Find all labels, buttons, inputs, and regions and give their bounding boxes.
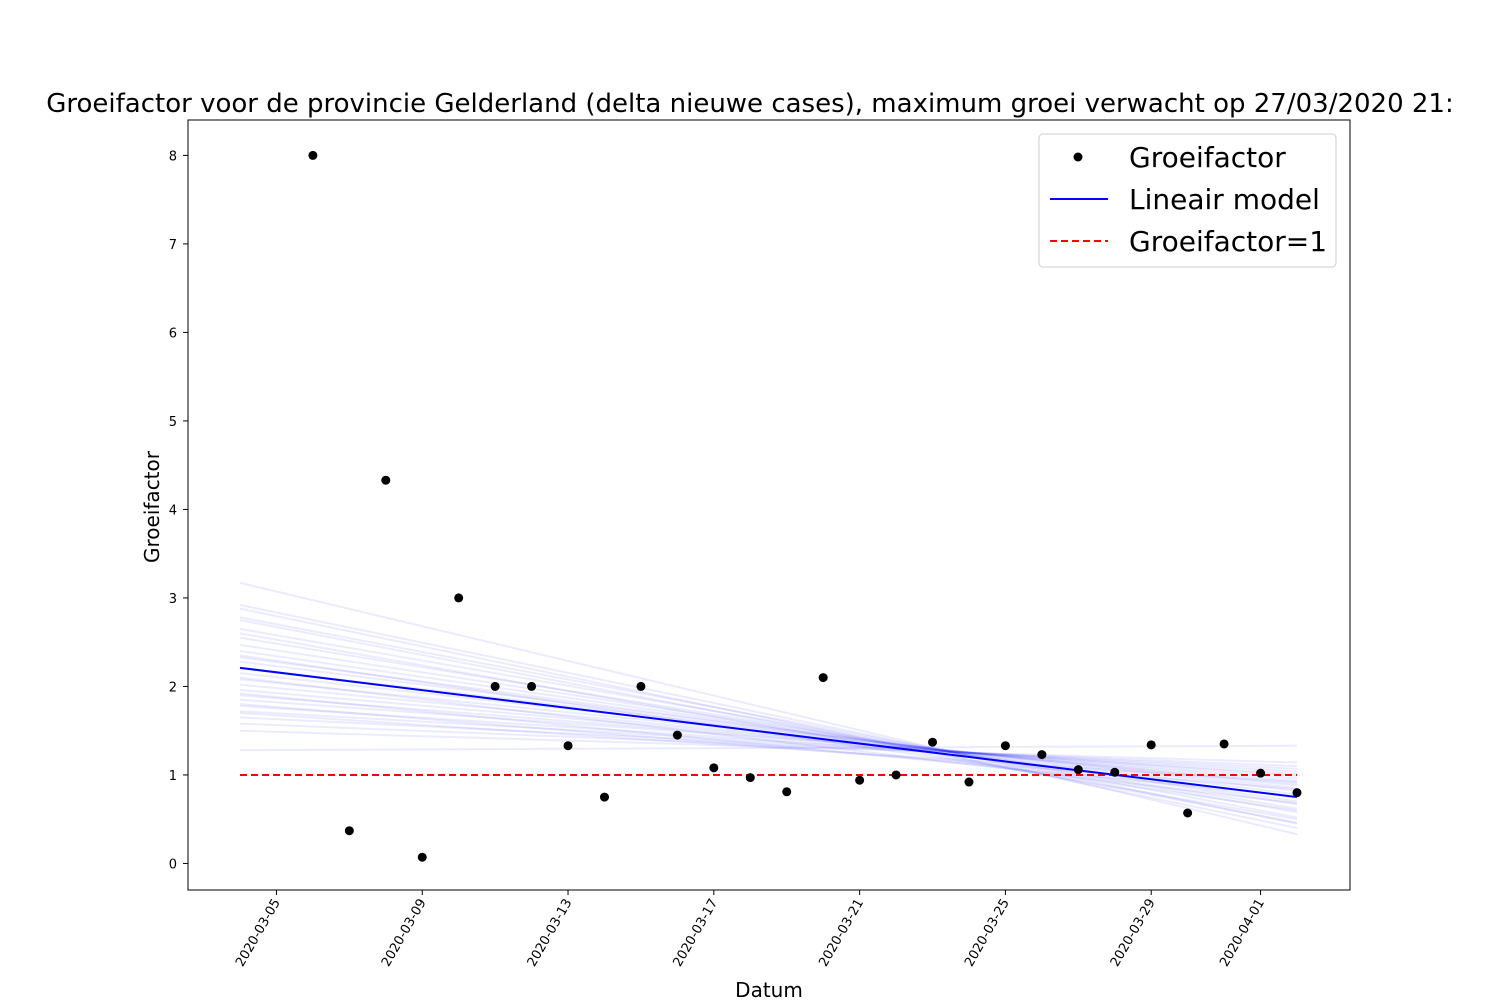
model-sample-line (239, 683, 1298, 785)
chart-title: Groeifactor voor de provincie Gelderland… (46, 89, 1453, 119)
legend-label-groeifactor-1: Groeifactor=1 (1129, 225, 1327, 258)
data-point (1256, 768, 1266, 778)
model-sample-line (239, 672, 1298, 790)
linear-model-line (239, 666, 1298, 799)
data-point (1219, 739, 1229, 749)
y-tick-label: 6 (169, 326, 177, 341)
model-sample-line (239, 710, 1298, 773)
data-point (745, 773, 755, 783)
data-point (527, 681, 537, 691)
data-point (454, 593, 464, 603)
x-tick-label: 2020-03-13 (525, 897, 576, 970)
model-sample-line (239, 616, 1298, 819)
main-series (239, 150, 1302, 862)
data-point (599, 792, 609, 802)
model-sample-line (239, 643, 1298, 806)
y-tick-label: 7 (169, 238, 177, 253)
model-sample-line (239, 704, 1298, 776)
data-point (855, 775, 865, 785)
y-axis: 0 1 2 3 4 5 6 7 8 (169, 149, 188, 872)
data-point (782, 787, 792, 797)
model-sample-line (239, 729, 1298, 764)
y-axis-label: Groeifactor (140, 450, 164, 563)
data-point (1073, 765, 1083, 775)
y-tick-label: 4 (169, 503, 177, 518)
model-sample-line (239, 676, 1298, 805)
legend-box (1038, 133, 1337, 268)
model-sample-line (239, 688, 1298, 783)
data-point (672, 730, 682, 740)
data-point (381, 475, 391, 485)
model-sample-line (239, 604, 1298, 825)
x-tick-label: 2020-04-01 (1217, 897, 1268, 970)
data-point (1000, 741, 1010, 751)
x-tick-label: 2020-03-25 (962, 897, 1013, 970)
model-sample-lines (239, 581, 1298, 836)
model-sample-line (239, 666, 1298, 792)
y-tick-label: 8 (169, 149, 177, 164)
x-tick-label: 2020-03-29 (1108, 897, 1159, 970)
model-sample-line (239, 711, 1298, 784)
data-point (818, 673, 828, 683)
x-axis-label: Datum (735, 978, 803, 1000)
model-sample-line (239, 698, 1298, 777)
data-point (417, 852, 427, 862)
y-tick-label: 3 (169, 592, 177, 607)
model-sample-line (239, 694, 1298, 780)
data-point (636, 681, 646, 691)
y-tick-label: 5 (169, 415, 177, 430)
model-sample-line (239, 581, 1298, 836)
data-point (1292, 788, 1302, 798)
model-sample-line (239, 627, 1298, 814)
legend: Groeifactor Lineair model Groeifactor=1 (1038, 133, 1337, 268)
model-sample-line (239, 619, 1298, 824)
model-sample-line (239, 607, 1298, 830)
model-sample-line (239, 722, 1298, 768)
data-point (1146, 740, 1156, 750)
legend-label-lineair-model: Lineair model (1129, 183, 1320, 216)
legend-marker-groeifactor (1073, 152, 1083, 162)
y-tick-label: 1 (169, 769, 177, 784)
data-point (1037, 750, 1047, 760)
y-tick-label: 2 (169, 680, 177, 695)
legend-label-groeifactor: Groeifactor (1129, 141, 1286, 174)
data-point (891, 770, 901, 780)
model-sample-line (239, 744, 1298, 752)
data-point (928, 737, 938, 747)
model-sample-line (239, 636, 1298, 810)
data-point (563, 741, 573, 751)
y-tick-label: 0 (169, 857, 177, 872)
data-point (964, 777, 974, 787)
model-sample-line (239, 692, 1298, 798)
model-sample-line (239, 716, 1298, 770)
data-point (1110, 767, 1120, 777)
model-sample-line (239, 632, 1298, 821)
x-tick-label: 2020-03-05 (233, 897, 284, 970)
data-point (490, 681, 500, 691)
x-tick-label: 2020-03-21 (816, 897, 867, 970)
data-point (709, 763, 719, 773)
x-tick-label: 2020-03-17 (671, 897, 722, 970)
data-point (1183, 808, 1193, 818)
data-point (344, 826, 354, 836)
plot-area-frame (187, 119, 1351, 891)
data-point (308, 150, 318, 160)
model-sample-line (239, 660, 1298, 796)
x-tick-label: 2020-03-09 (379, 897, 430, 970)
x-axis: 2020-03-05 2020-03-09 2020-03-13 2020-03-17… (233, 890, 1268, 969)
